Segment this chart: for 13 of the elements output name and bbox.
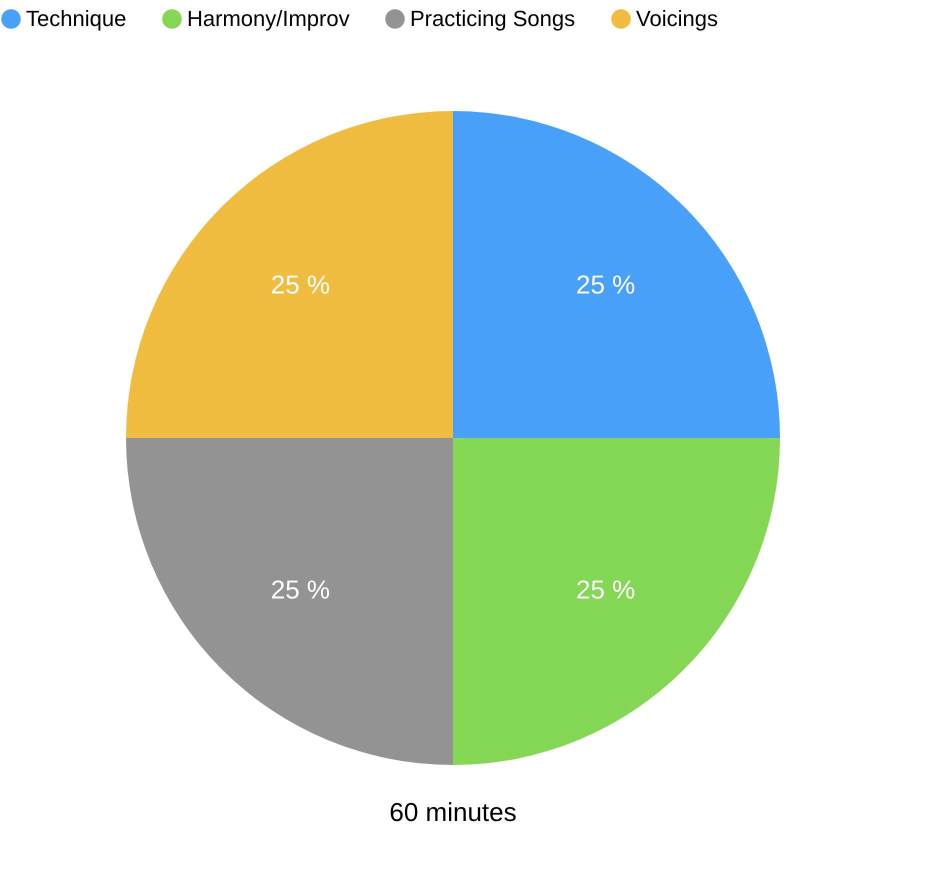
legend-label: Technique [26,6,126,31]
data-label: 25 % [576,269,636,300]
text: 60 minutes [389,797,517,827]
legend-label: Voicings [636,6,718,31]
legend-label: Harmony/Improv [187,6,350,31]
pie-slice [126,111,453,438]
data-label: 25 % [270,574,330,605]
data-label: 25 % [270,269,330,300]
data-label: 25 % [576,574,636,605]
pie-slice [453,111,780,438]
legend-label: Practicing Songs [410,6,576,31]
pie-slice [453,438,780,765]
pie-slice [126,438,453,765]
